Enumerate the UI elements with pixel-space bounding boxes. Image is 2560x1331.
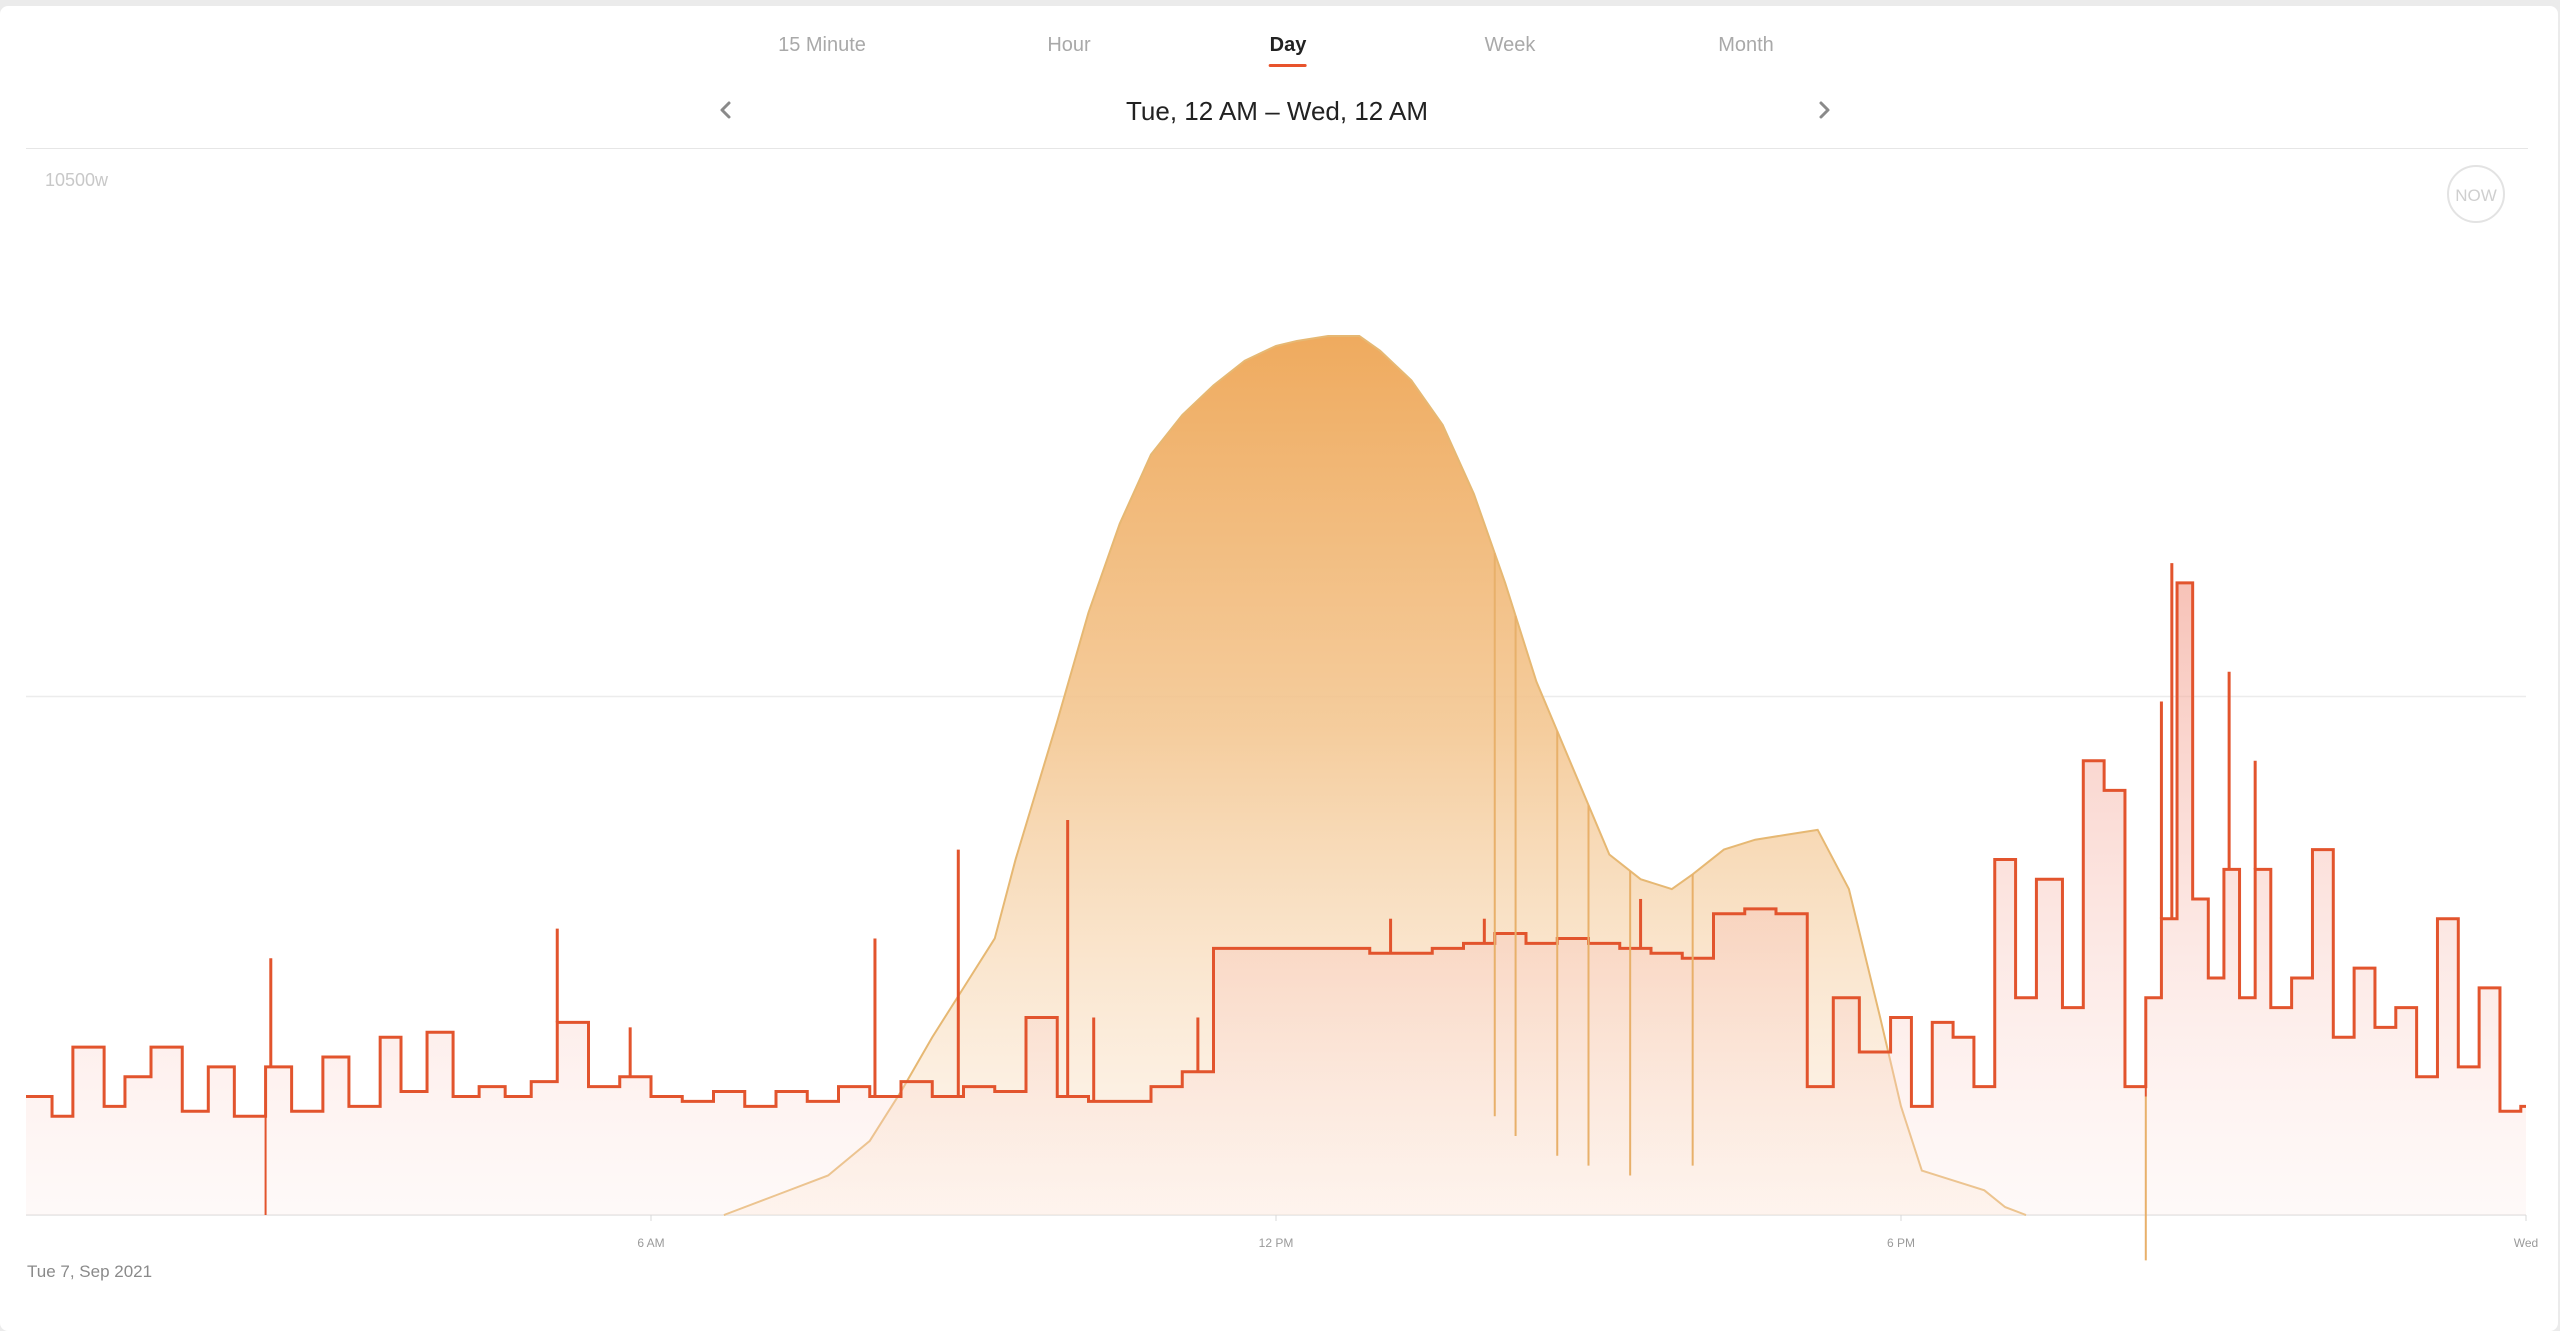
tab-week[interactable]: Week [1484, 34, 1536, 56]
date-range-label: Tue, 12 AM – Wed, 12 AM [1125, 96, 1429, 126]
tab-day[interactable]: Day [1268, 34, 1307, 67]
consumption-area [26, 582, 2526, 1215]
tab-hour[interactable]: Hour [1047, 34, 1091, 56]
chart-date-label: Tue 7, Sep 2021 [27, 1262, 153, 1281]
header-divider [26, 148, 2528, 149]
solar-line [723, 335, 2027, 1216]
y-tick-label: 10500w [45, 170, 109, 190]
active-tab-underline [1268, 64, 1307, 67]
x-tick-label: Wed [2514, 1236, 2538, 1250]
x-tick-label: 6 PM [1887, 1236, 1915, 1250]
tab-day-label: Day [1269, 34, 1307, 56]
tab-month[interactable]: Month [1718, 34, 1774, 56]
prev-period-button[interactable] [708, 92, 744, 128]
date-navigator: Tue, 12 AM – Wed, 12 AM [0, 88, 2560, 132]
x-tick-label: 6 AM [637, 1236, 664, 1250]
x-tick-label: 12 PM [1259, 1236, 1294, 1250]
next-period-button[interactable] [1806, 92, 1842, 128]
interval-tabs: 15 Minute Hour Day Week Month [0, 20, 2560, 70]
tab-15-minute[interactable]: 15 Minute [778, 34, 866, 56]
now-button[interactable]: NOW [2447, 165, 2505, 223]
consumption-line [26, 581, 2526, 1118]
chevron-right-icon [1819, 101, 1830, 119]
chevron-left-icon [720, 101, 731, 119]
